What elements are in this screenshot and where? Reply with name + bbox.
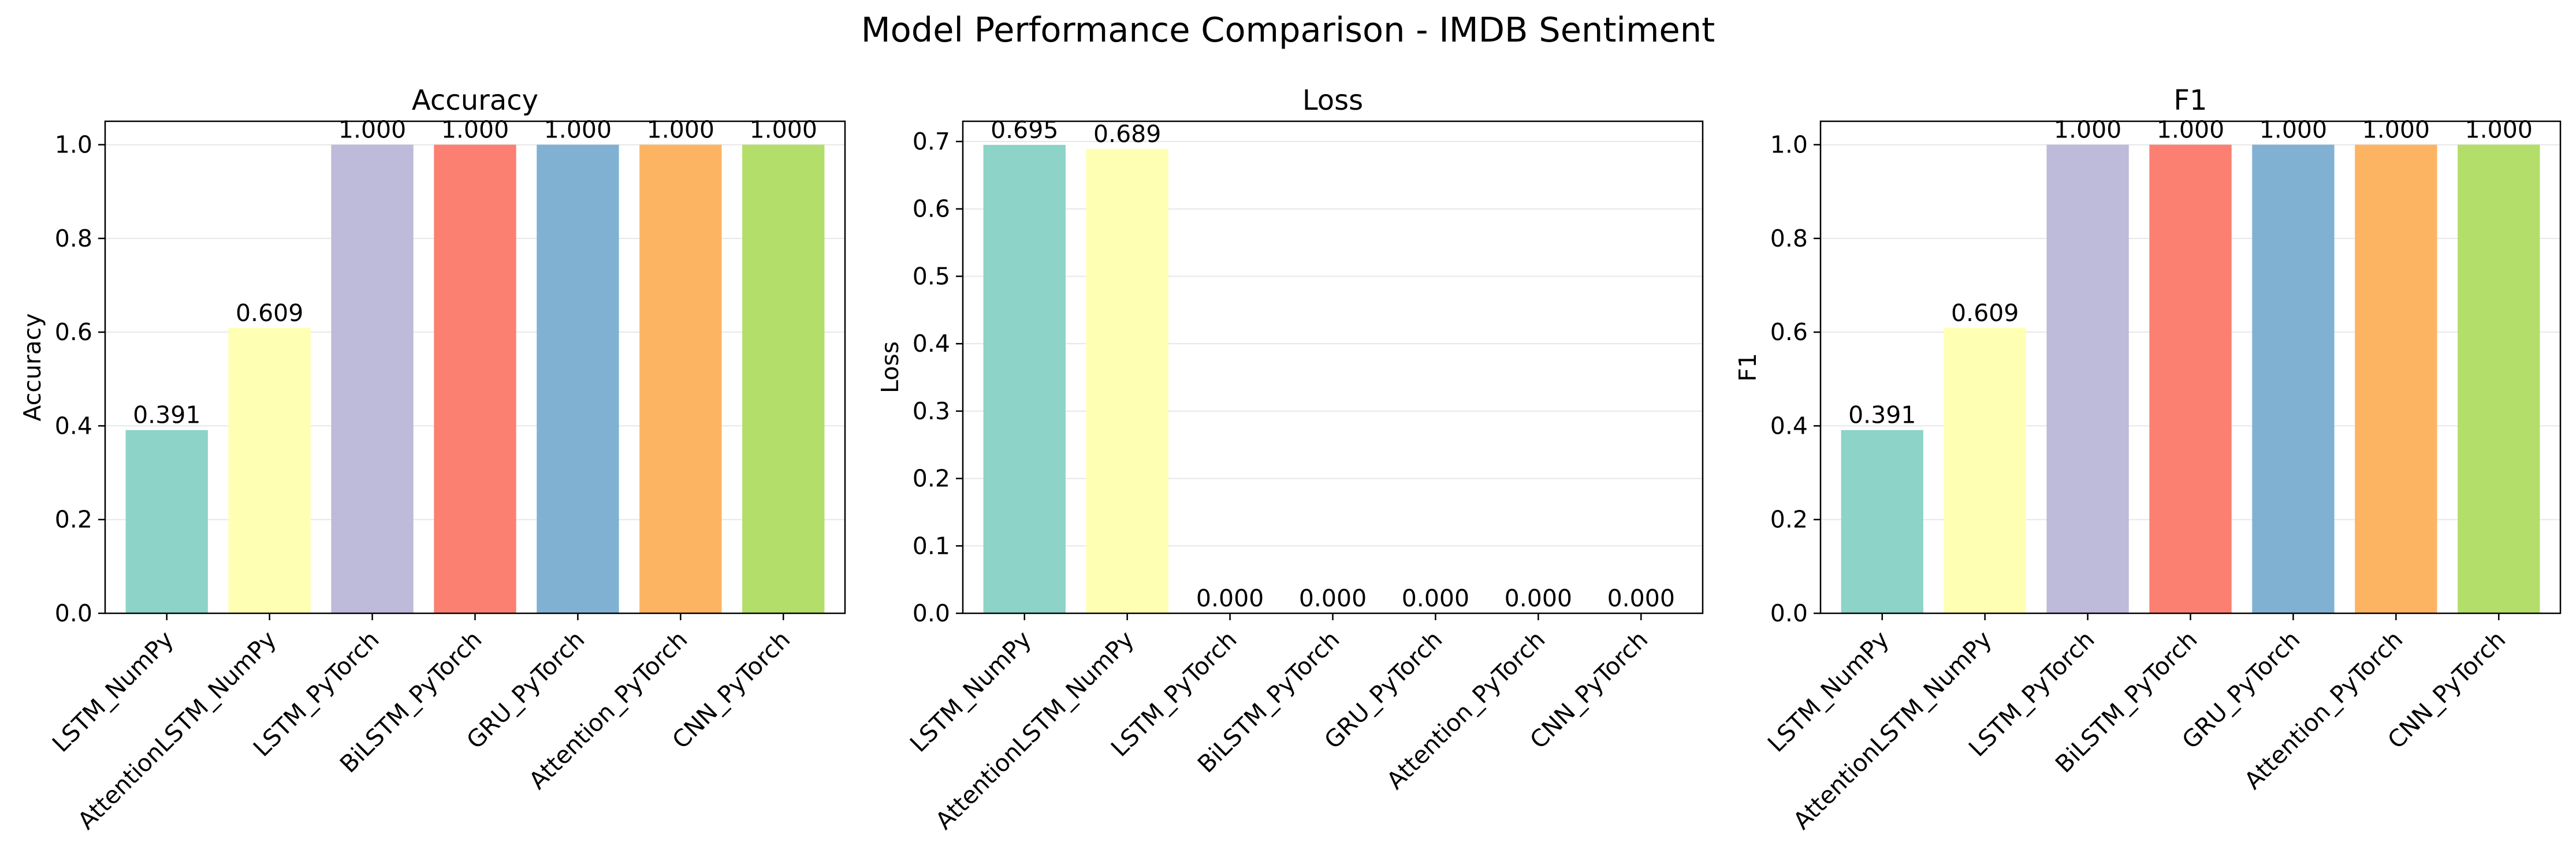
accuracy-x-tick-label: AttentionLSTM_NumPy (72, 625, 281, 834)
loss-data-label: 0.000 (1505, 584, 1572, 612)
f1-data-label: 1.000 (2362, 116, 2430, 144)
accuracy-data-label: 1.000 (338, 116, 406, 144)
f1-bar-gru-pytorch (2252, 144, 2335, 614)
loss-y-tick-label: 0.4 (913, 330, 950, 357)
f1-data-label: 0.609 (1951, 299, 2019, 327)
f1-y-tick-label: 0.2 (1770, 506, 1808, 534)
loss-y-tick-label: 0.6 (913, 195, 950, 223)
accuracy-data-label: 1.000 (544, 116, 612, 144)
f1-y-tick-label: 1.0 (1770, 131, 1808, 159)
f1-bar-attention-pytorch (2355, 144, 2437, 614)
accuracy-bar-lstm-numpy (125, 430, 208, 613)
accuracy-y-tick-label: 0.6 (55, 318, 92, 346)
accuracy-data-label: 1.000 (750, 116, 817, 144)
loss-axes-frame (962, 120, 1704, 614)
loss-data-label: 0.000 (1402, 584, 1469, 612)
loss-data-label: 0.000 (1607, 584, 1675, 612)
accuracy-y-tick-label: 0.4 (55, 412, 92, 439)
f1-bar-attentionlstm-numpy (1944, 327, 2026, 613)
f1-panel-title: F1 (2173, 84, 2207, 117)
accuracy-data-label: 0.391 (133, 401, 200, 429)
f1-panel: 0.391 0.609 1.000 1.000 1.000 1.000 1.000 0.0 0.… (1734, 84, 2562, 835)
f1-data-label: 1.000 (2465, 116, 2533, 144)
loss-y-axis-label: Loss (876, 341, 904, 393)
accuracy-data-label: 0.609 (236, 299, 303, 327)
loss-data-label: 0.000 (1196, 584, 1264, 612)
f1-data-label: 1.000 (2259, 116, 2327, 144)
loss-panel-title: Loss (1302, 84, 1363, 117)
loss-y-tick-label: 0.7 (913, 128, 950, 155)
figure-title: Model Performance Comparison - IMDB Sent… (861, 10, 1715, 50)
loss-y-tick-label: 0.3 (913, 397, 950, 425)
loss-y-tick-label: 0.5 (913, 262, 950, 290)
loss-data-label: 0.695 (991, 116, 1058, 144)
f1-bar-cnn-pytorch (2458, 144, 2540, 614)
accuracy-bar-attentionlstm-numpy (228, 327, 311, 613)
accuracy-y-tick-label: 1.0 (55, 131, 92, 159)
loss-y-tick-label: 0.2 (913, 465, 950, 493)
f1-bar-lstm-numpy (1841, 430, 1923, 613)
accuracy-y-axis-label: Accuracy (18, 313, 46, 421)
f1-y-tick-label: 0.6 (1770, 318, 1808, 346)
accuracy-panel-title: Accuracy (412, 84, 538, 117)
accuracy-y-tick-label: 0.8 (55, 225, 92, 252)
accuracy-bar-attention-pytorch (639, 144, 722, 614)
f1-y-axis-label: F1 (1734, 353, 1762, 382)
accuracy-bar-cnn-pytorch (742, 144, 825, 614)
accuracy-bar-lstm-pytorch (331, 144, 414, 614)
loss-x-tick-label: AttentionLSTM_NumPy (930, 625, 1139, 834)
accuracy-bar-bilstm-pytorch (434, 144, 516, 614)
accuracy-y-tick-label: 0.2 (55, 506, 92, 534)
f1-y-tick-label: 0.0 (1770, 599, 1808, 627)
accuracy-data-label: 1.000 (647, 116, 714, 144)
f1-y-tick-label: 0.8 (1770, 225, 1808, 252)
f1-y-tick-label: 0.4 (1770, 412, 1808, 439)
f1-data-label: 0.391 (1848, 401, 1916, 429)
loss-bar-lstm-numpy (983, 144, 1066, 614)
loss-panel: 0.695 0.689 0.000 0.000 0.000 0.000 0.000 0.0 0.… (876, 84, 1704, 835)
accuracy-panel: 0.391 0.609 1.000 1.000 1.000 1.000 1.000 0.0 0.… (18, 84, 846, 835)
loss-data-label: 0.000 (1299, 584, 1367, 612)
loss-y-tick-label: 0.1 (913, 532, 950, 560)
loss-bar-attentionlstm-numpy (1086, 148, 1168, 613)
loss-y-tick-label: 0.0 (913, 599, 950, 627)
accuracy-bar-gru-pytorch (537, 144, 619, 614)
f1-bar-bilstm-pytorch (2149, 144, 2232, 614)
accuracy-y-tick-label: 0.0 (55, 599, 92, 627)
f1-data-label: 1.000 (2157, 116, 2224, 144)
loss-data-label: 0.689 (1093, 120, 1161, 148)
f1-bar-lstm-pytorch (2046, 144, 2129, 614)
f1-data-label: 1.000 (2054, 116, 2121, 144)
accuracy-data-label: 1.000 (441, 116, 509, 144)
f1-x-tick-label: AttentionLSTM_NumPy (1788, 625, 1997, 834)
